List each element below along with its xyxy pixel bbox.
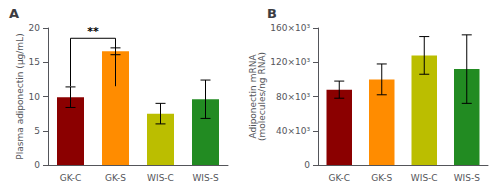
svg-text:GK-S: GK-S xyxy=(105,173,126,183)
svg-text:Plasma adiponectin (μg/mL): Plasma adiponectin (μg/mL) xyxy=(15,33,25,159)
svg-text:0: 0 xyxy=(34,160,40,170)
svg-text:160×10³: 160×10³ xyxy=(270,23,310,33)
svg-text:GK-C: GK-C xyxy=(329,173,350,183)
svg-text:20: 20 xyxy=(29,23,41,33)
svg-text:10: 10 xyxy=(29,92,41,102)
svg-text:Adiponectin mRNA: Adiponectin mRNA xyxy=(247,54,258,139)
svg-text:A: A xyxy=(9,6,19,21)
svg-text:GK-S: GK-S xyxy=(371,173,392,183)
svg-text:WIS-S: WIS-S xyxy=(192,173,219,183)
svg-text:5: 5 xyxy=(34,126,40,136)
svg-text:0: 0 xyxy=(304,160,310,170)
svg-text:120×10³: 120×10³ xyxy=(270,57,310,67)
svg-text:WIS-C: WIS-C xyxy=(147,173,174,183)
svg-text:B: B xyxy=(267,6,277,21)
svg-text:**: ** xyxy=(87,25,99,38)
svg-text:GK-C: GK-C xyxy=(60,173,81,183)
svg-text:15: 15 xyxy=(29,57,40,67)
svg-text:80×10³: 80×10³ xyxy=(276,92,310,102)
svg-text:WIS-C: WIS-C xyxy=(411,173,438,183)
svg-text:WIS-S: WIS-S xyxy=(454,173,481,183)
svg-text:(molecules/ng RNA): (molecules/ng RNA) xyxy=(257,52,267,141)
svg-text:40×10³: 40×10³ xyxy=(276,126,310,136)
